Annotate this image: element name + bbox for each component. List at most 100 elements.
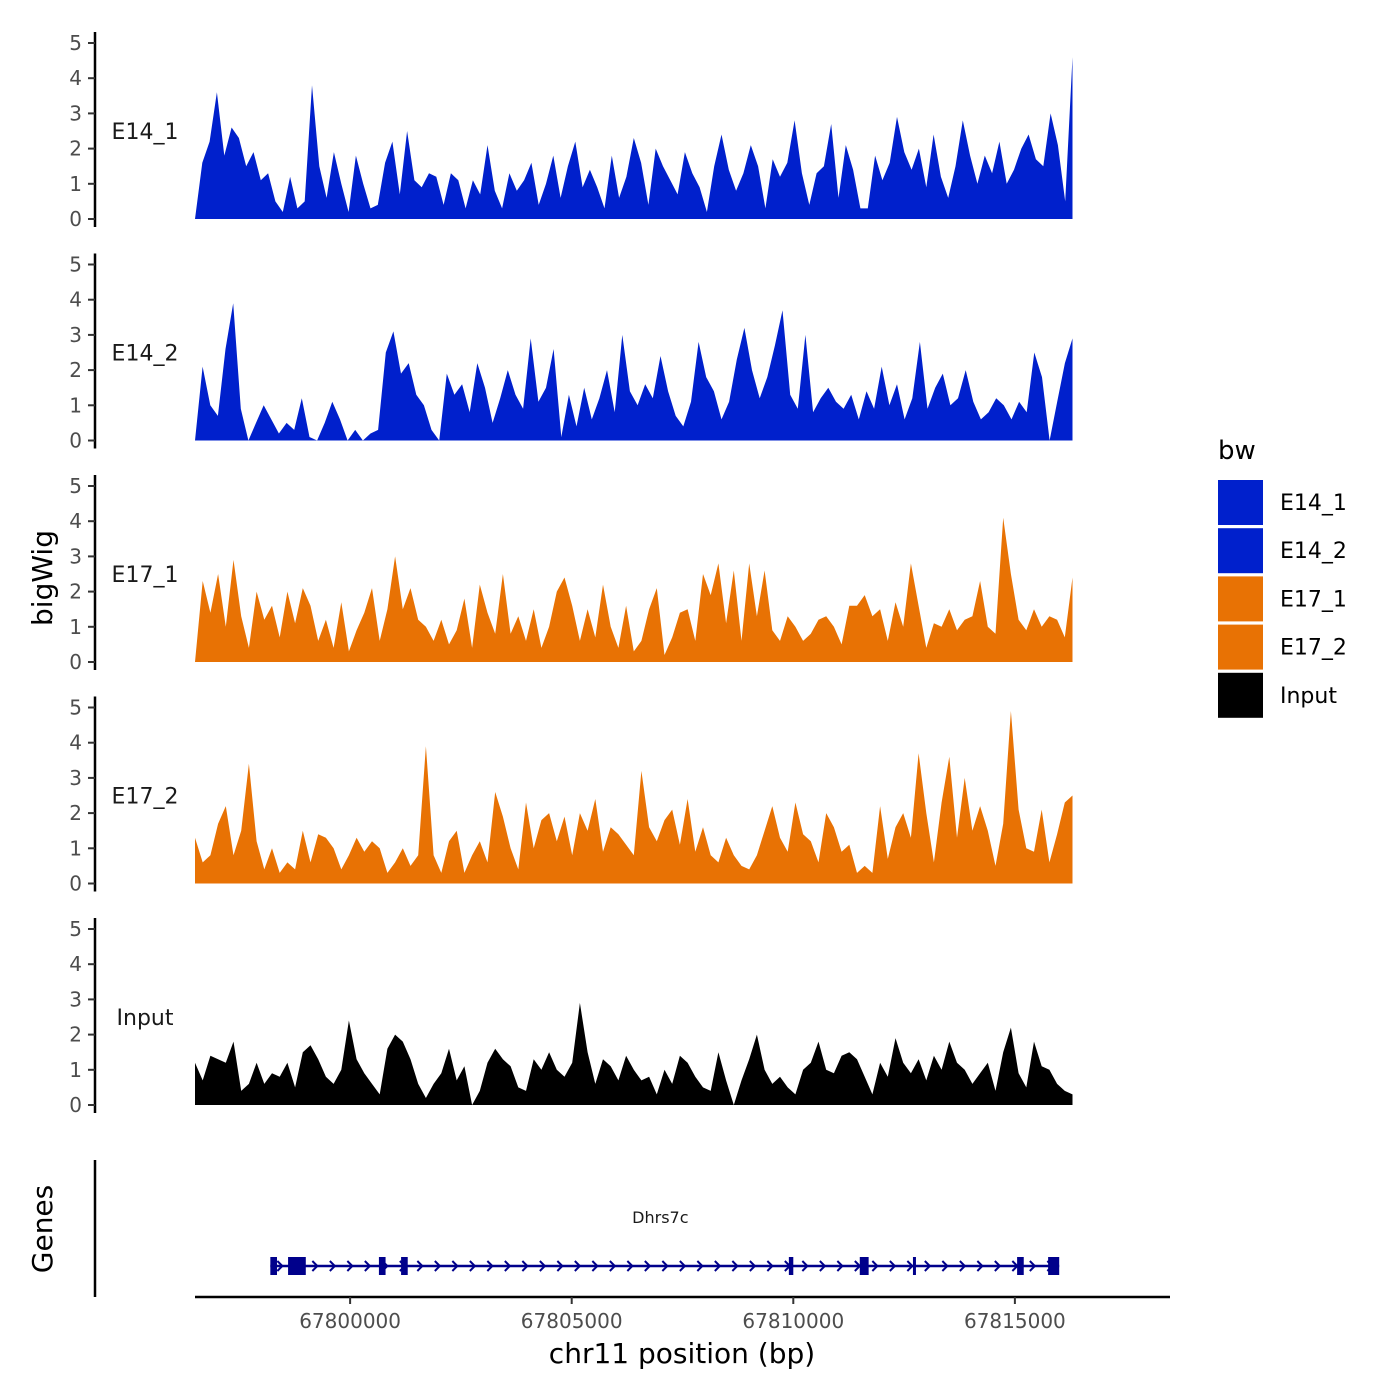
legend-key-E17_1 [1218, 576, 1263, 622]
legend-key-E17_2 [1218, 624, 1263, 670]
legend-label-E17_2: E17_2 [1280, 636, 1347, 661]
y-tick-label-E17_1-1: 1 [69, 615, 82, 639]
y-tick-label-E17_1-4: 4 [69, 509, 82, 533]
track-label-E14_1: E14_1 [112, 120, 179, 145]
strand-arrow [906, 1260, 914, 1272]
y-tick-label-Input-1: 1 [69, 1058, 82, 1082]
strand-arrow [434, 1260, 442, 1272]
strand-arrow [661, 1260, 669, 1272]
strand-arrow [521, 1260, 529, 1272]
y-tick-label-E14_1-2: 2 [69, 137, 82, 161]
area-E17_1 [195, 517, 1073, 662]
strand-arrow [679, 1260, 687, 1272]
strand-arrow [609, 1260, 617, 1272]
strand-arrow [924, 1260, 932, 1272]
exon-4 [401, 1257, 408, 1275]
genes-axis-title: Genes [26, 1185, 59, 1273]
y-tick-label-E17_2-1: 1 [69, 836, 82, 860]
y-tick-label-E14_1-4: 4 [69, 66, 82, 90]
y-tick-label-E14_2-2: 2 [69, 358, 82, 382]
y-tick-label-E17_2-5: 5 [69, 696, 82, 720]
legend-label-Input: Input [1280, 684, 1337, 709]
strand-arrow [819, 1260, 827, 1272]
track-E14_2: 0 1 2 3 4 5 E14_2 [69, 253, 1073, 453]
y-tick-label-E14_2-3: 3 [69, 323, 82, 347]
strand-arrow [574, 1260, 582, 1272]
y-tick-label-E14_2-4: 4 [69, 288, 82, 312]
strand-arrow [871, 1260, 879, 1272]
strand-arrow [416, 1260, 424, 1272]
area-Input [195, 1002, 1073, 1105]
y-tick-label-Input-3: 3 [69, 987, 82, 1011]
strand-arrow [959, 1260, 967, 1272]
track-Input: 0 1 2 3 4 5 Input [69, 917, 1073, 1117]
strand-arrow [486, 1260, 494, 1272]
exon-2 [288, 1257, 306, 1275]
y-tick-label-E17_2-0: 0 [69, 872, 82, 896]
y-axis-title: bigWig [26, 530, 59, 626]
y-tick-label-E14_1-1: 1 [69, 172, 82, 196]
track-E17_1: 0 1 2 3 4 5 E17_1 [69, 474, 1073, 674]
x-tick-label-67805000: 67805000 [521, 1309, 623, 1333]
legend-label-E17_1: E17_1 [1280, 587, 1347, 612]
y-tick-label-Input-2: 2 [69, 1023, 82, 1047]
strand-arrow [889, 1260, 897, 1272]
y-tick-label-E14_1-5: 5 [69, 31, 82, 55]
y-tick-label-E14_2-5: 5 [69, 253, 82, 277]
strand-arrow [276, 1260, 284, 1272]
y-tick-label-E17_2-3: 3 [69, 766, 82, 790]
strand-arrow [626, 1260, 634, 1272]
strand-arrow [469, 1260, 477, 1272]
exon-1 [270, 1257, 277, 1275]
x-tick-label-67810000: 67810000 [742, 1309, 844, 1333]
area-E14_2 [195, 303, 1073, 441]
y-tick-label-Input-5: 5 [69, 917, 82, 941]
strand-arrow [539, 1260, 547, 1272]
area-E17_2 [195, 711, 1073, 884]
y-tick-label-Input-0: 0 [69, 1093, 82, 1117]
x-tick-label-67815000: 67815000 [964, 1309, 1066, 1333]
x-axis-ticks: 67800000 67805000 67810000 67815000 [299, 1297, 1066, 1333]
track-E14_1: 0 1 2 3 4 5 E14_1 [69, 31, 1073, 231]
track-label-E14_2: E14_2 [112, 342, 179, 367]
track-label-E17_2: E17_2 [112, 785, 179, 810]
y-tick-label-E17_1-2: 2 [69, 580, 82, 604]
exon-6 [859, 1257, 869, 1275]
legend-key-E14_1 [1218, 480, 1263, 525]
strand-arrow [364, 1260, 372, 1272]
y-tick-label-Input-4: 4 [69, 952, 82, 976]
strand-arrow [731, 1260, 739, 1272]
y-tick-label-E17_2-2: 2 [69, 801, 82, 825]
x-axis-title: chr11 position (bp) [549, 1337, 815, 1370]
track-label-E17_1: E17_1 [112, 563, 179, 588]
strand-arrow [329, 1260, 337, 1272]
y-tick-label-E14_1-3: 3 [69, 101, 82, 125]
exon-7 [912, 1257, 916, 1275]
legend-title: bw [1218, 436, 1256, 466]
exon-5 [788, 1257, 794, 1275]
track-label-Input: Input [117, 1006, 174, 1031]
strand-arrow [644, 1260, 652, 1272]
strand-arrow [346, 1260, 354, 1272]
strand-arrow [941, 1260, 949, 1272]
signal-tracks: 0 1 2 3 4 5 E14_1 0 1 2 3 4 5 E14_2 0 1 2 3 4 5 E17_1 0 1 2 3 4 5 E… [69, 31, 1073, 1117]
strand-arrow [836, 1260, 844, 1272]
y-tick-label-E14_1-0: 0 [69, 207, 82, 231]
area-E14_1 [195, 57, 1073, 219]
x-tick-label-67800000: 67800000 [299, 1309, 401, 1333]
y-tick-label-E14_2-1: 1 [69, 393, 82, 417]
exon-3 [378, 1257, 386, 1275]
strand-arrow [696, 1260, 704, 1272]
y-tick-label-E14_2-0: 0 [69, 429, 82, 453]
strand-arrow [749, 1260, 757, 1272]
legend-label-E14_1: E14_1 [1280, 491, 1347, 516]
y-tick-label-E17_1-0: 0 [69, 650, 82, 674]
gene-label: Dhrs7c [632, 1208, 688, 1227]
legend-key-Input [1218, 672, 1263, 718]
strand-arrow [714, 1260, 722, 1272]
strand-arrow [556, 1260, 564, 1272]
strand-arrow [1029, 1260, 1037, 1272]
y-tick-label-E17_1-3: 3 [69, 544, 82, 568]
legend-label-E14_2: E14_2 [1280, 539, 1347, 564]
